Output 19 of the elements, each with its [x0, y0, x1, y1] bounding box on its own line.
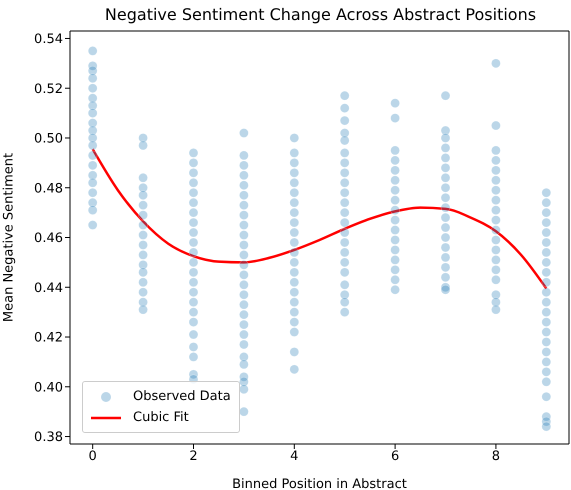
y-tick-label: 0.48 — [34, 181, 63, 196]
x-tick-label: 2 — [189, 449, 198, 464]
y-tick-label: 0.46 — [34, 231, 63, 246]
x-axis-title: Binned Position in Abstract — [232, 477, 407, 490]
legend-label: Observed Data — [133, 389, 231, 404]
y-tick-label: 0.38 — [34, 430, 63, 446]
x-tick-label: 4 — [290, 449, 298, 464]
y-tick-label: 0.52 — [34, 82, 63, 97]
y-tick-label: 0.54 — [34, 32, 63, 48]
y-tick-label: 0.50 — [34, 132, 63, 147]
chart-title: Negative Sentiment Change Across Abstract Positions — [104, 5, 538, 24]
x-tick-label: 6 — [390, 449, 400, 464]
y-tick-label: 0.42 — [34, 330, 63, 346]
legend-label: Cubic Fit — [133, 410, 189, 425]
x-tick-label: 8 — [492, 449, 500, 464]
x-tick-label: 0 — [88, 449, 97, 464]
y-tick-label: 0.40 — [34, 380, 63, 396]
y-tick-label: 0.44 — [34, 280, 63, 296]
y-axis-title: Mean Negative Sentiment — [2, 152, 17, 322]
